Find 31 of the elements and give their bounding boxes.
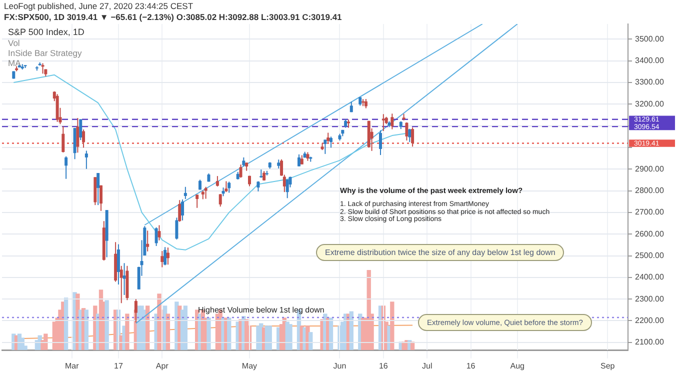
- text: LeoFogt published, June 27, 2020 23:44:25 CEST: [4, 1, 194, 11]
- x-tick-label: Apr: [156, 361, 169, 370]
- annotation: InSide Bar Strategy: [8, 48, 82, 58]
- x-tick-label: Mar: [64, 361, 80, 370]
- y-tick-label: 3400.00: [635, 56, 664, 66]
- x-tick-label: Jul: [422, 361, 432, 370]
- annotation: Extreme distribution twice the size of any day below 1st leg down: [316, 244, 564, 261]
- y-tick-label: 2700.00: [635, 208, 664, 217]
- y-tick-label: 2900.00: [635, 164, 664, 174]
- y-tick-label: 3200.00: [635, 99, 664, 108]
- y-tick-label: 2800.00: [635, 186, 664, 195]
- x-tick-label: Jun: [333, 361, 346, 370]
- chart-title: S&P 500 Index, 1D: [8, 27, 84, 37]
- chart-subtitle: FX:SPX500, 1D 3019.41 ▼ −65.61 (−2.13%) O:3085.02 H:3092.88 L:3003.91 C:3019.41: [4, 12, 342, 22]
- x-tick-label: Sep: [600, 361, 616, 370]
- x-tick-label: Aug: [510, 361, 524, 370]
- y-tick-label: 2300.00: [635, 294, 664, 304]
- x-tick-label: 16: [378, 361, 388, 370]
- annotation: Vol: [8, 38, 20, 48]
- y-tick-label: 2600.00: [635, 229, 664, 238]
- y-tick-label: 2200.00: [635, 316, 664, 325]
- x-tick-label: 17: [114, 361, 124, 370]
- annotation: Highest Volume below 1st leg down: [198, 306, 324, 315]
- x-tick-label: 16: [466, 361, 476, 370]
- y-tick-label: 3300.00: [635, 78, 664, 87]
- annotation: MA: [8, 58, 21, 68]
- x-tick-label: May: [242, 361, 258, 370]
- y-tick-label: 3500.00: [635, 34, 664, 44]
- y-tick-label: 2500.00: [635, 250, 664, 260]
- y-tick-label: 2100.00: [635, 338, 664, 347]
- y-tick-label: 2400.00: [635, 272, 664, 282]
